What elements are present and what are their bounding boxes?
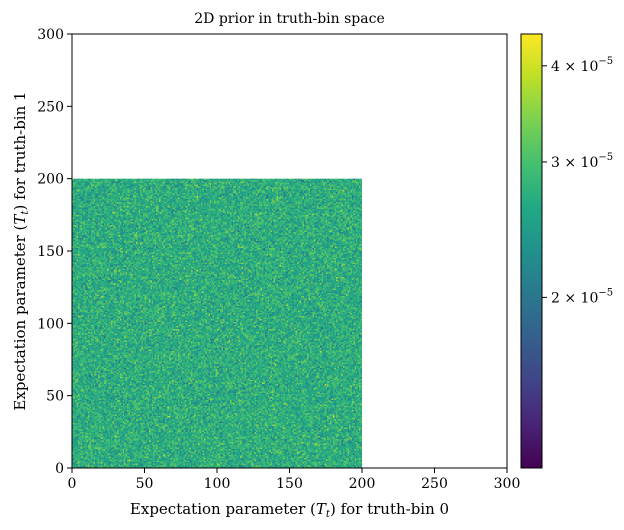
y-tick-label: 100: [37, 316, 64, 332]
y-tick-label: 300: [37, 27, 64, 43]
y-tick-label: 150: [37, 244, 64, 260]
x-tick-label: 100: [204, 476, 231, 492]
x-tick-label: 200: [349, 476, 376, 492]
colorbar-tick-label: 4 × 10−5: [551, 56, 613, 75]
heatmap-image: [72, 178, 362, 468]
x-axis-label-sub: t: [326, 509, 331, 520]
x-axis-label: Expectation parameter (Tt) for truth-bin…: [130, 500, 449, 520]
x-tick-label: 250: [421, 476, 448, 492]
y-tick-label: 200: [37, 172, 64, 188]
y-axis-label: Expectation parameter (Tt) for truth-bin…: [11, 91, 31, 410]
colorbar-tick-label: 2 × 10−5: [551, 287, 613, 306]
x-tick-label: 50: [136, 476, 154, 492]
x-axis-ticks: 0 50 100 150 200 250 300: [68, 468, 521, 492]
colorbar-ticks: 2 × 10−5 3 × 10−5 4 × 10−5: [542, 56, 613, 306]
x-axis-label-suffix: ) for truth-bin 0: [330, 500, 449, 518]
y-tick-label: 250: [37, 99, 64, 115]
y-axis-label-t: T: [11, 214, 29, 225]
y-tick-label: 50: [46, 389, 64, 405]
y-tick-label: 0: [55, 461, 64, 477]
y-axis-label-sub: t: [20, 210, 31, 215]
x-axis-label-prefix: Expectation parameter (: [130, 500, 316, 518]
x-tick-label: 300: [494, 476, 521, 492]
y-axis-ticks: 0 50 100 150 200 250 300: [37, 27, 72, 477]
chart-title: 2D prior in truth-bin space: [194, 11, 384, 27]
y-axis-label-suffix: ) for truth-bin 1: [11, 91, 29, 210]
heatmap-cells: [72, 178, 362, 468]
x-tick-label: 0: [68, 476, 77, 492]
colorbar: [520, 33, 543, 469]
x-axis-label-t: T: [316, 500, 327, 518]
x-tick-label: 150: [276, 476, 303, 492]
colorbar-tick-label: 3 × 10−5: [551, 152, 613, 171]
y-axis-label-prefix: Expectation parameter (: [11, 225, 29, 411]
